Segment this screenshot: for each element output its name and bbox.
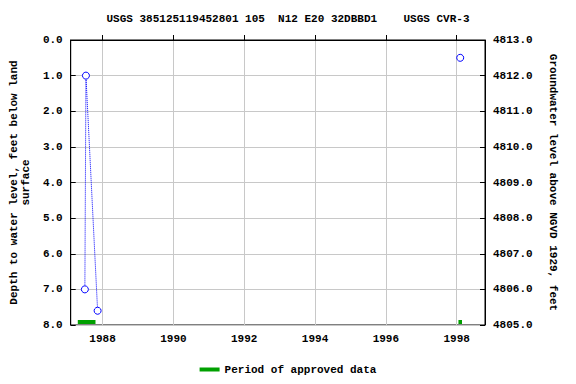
svg-text:2.0: 2.0 — [43, 105, 63, 117]
svg-text:4806.0: 4806.0 — [493, 283, 533, 295]
svg-text:3.0: 3.0 — [43, 141, 63, 153]
svg-text:8.0: 8.0 — [43, 319, 63, 331]
svg-text:1994: 1994 — [302, 333, 329, 345]
svg-text:1988: 1988 — [89, 333, 116, 345]
svg-text:surface: surface — [20, 159, 32, 206]
svg-text:Period of approved data: Period of approved data — [225, 364, 377, 376]
svg-text:1998: 1998 — [443, 333, 470, 345]
svg-text:6.0: 6.0 — [43, 248, 63, 260]
svg-text:1992: 1992 — [231, 333, 257, 345]
svg-text:Depth to water level, feet bel: Depth to water level, feet below land — [8, 60, 20, 304]
svg-text:Groundwater level above NGVD 1: Groundwater level above NGVD 1929, feet — [547, 54, 559, 311]
svg-text:USGS 385125119452801 105 N12: USGS 385125119452801 105 N12 E20 32DBBD1… — [106, 13, 469, 25]
svg-text:4.0: 4.0 — [43, 177, 63, 189]
svg-text:4811.0: 4811.0 — [493, 105, 533, 117]
svg-text:1990: 1990 — [160, 333, 186, 345]
svg-text:4809.0: 4809.0 — [493, 177, 533, 189]
svg-text:1996: 1996 — [373, 333, 399, 345]
svg-text:4810.0: 4810.0 — [493, 141, 533, 153]
svg-text:7.0: 7.0 — [43, 283, 63, 295]
svg-text:0.0: 0.0 — [43, 34, 63, 46]
svg-text:4808.0: 4808.0 — [493, 212, 533, 224]
svg-text:1.0: 1.0 — [43, 70, 63, 82]
svg-text:4807.0: 4807.0 — [493, 248, 533, 260]
svg-text:4805.0: 4805.0 — [493, 319, 533, 331]
svg-text:4812.0: 4812.0 — [493, 70, 533, 82]
svg-text:4813.0: 4813.0 — [493, 34, 533, 46]
svg-text:5.0: 5.0 — [43, 212, 63, 224]
